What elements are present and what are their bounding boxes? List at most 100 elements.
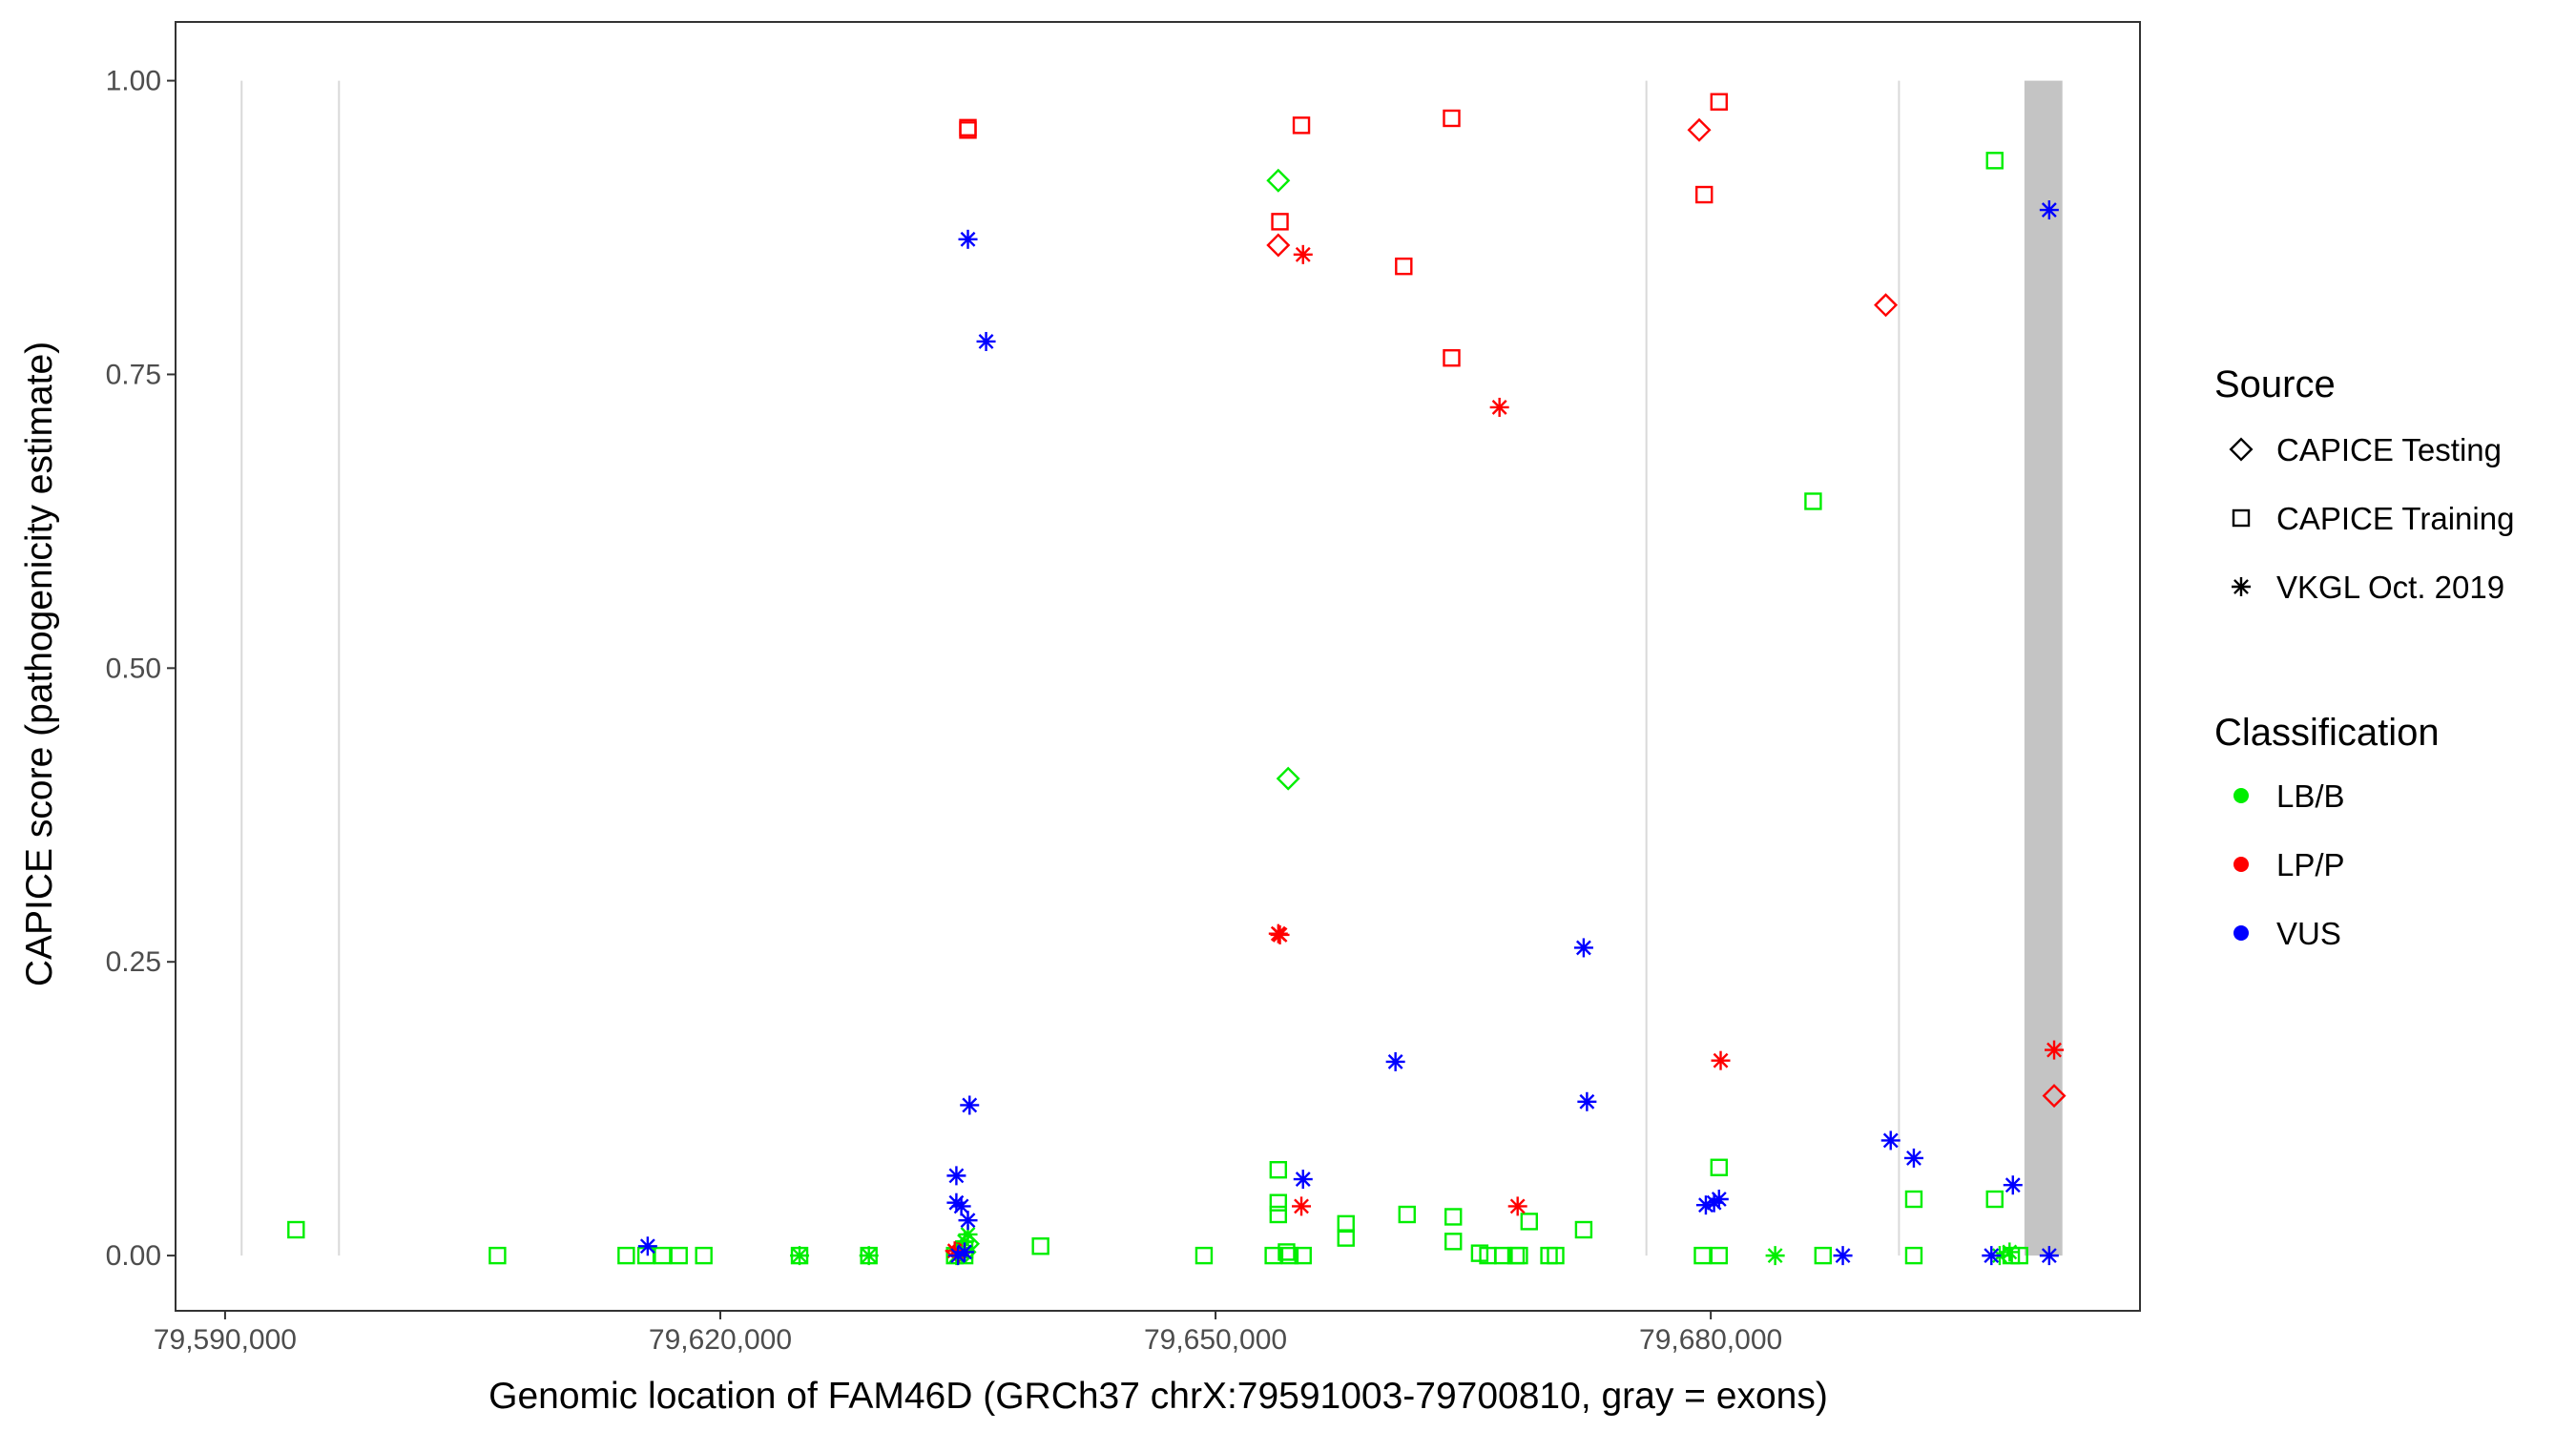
data-point [1711,1050,1731,1070]
data-point [2039,200,2059,220]
data-point [2042,1084,2067,1109]
legend: Source Classification CAPICE Testing CAPI… [2214,363,2514,951]
data-point [1270,924,1290,944]
data-points [287,93,2067,1266]
exon-band [2024,80,2063,1256]
data-point [1278,1243,1296,1261]
x-tick-label: 79,650,000 [1144,1324,1287,1356]
data-point [654,1246,672,1265]
data-point [1266,168,1291,193]
data-point [1577,1091,1597,1111]
data-point [1903,1148,1923,1168]
data-point [1874,293,1899,318]
y-tick-label: 0.00 [106,1240,161,1272]
plot-panel-border [175,21,2141,1312]
data-point [1710,93,1728,111]
legend-source-key [2232,508,2251,528]
data-point [1294,1246,1312,1265]
data-point [790,1246,810,1266]
legend-source-key [2232,577,2251,596]
data-point [1904,1246,1923,1265]
data-point [1489,397,1509,417]
data-point [1982,1246,2002,1266]
legend-source-key [2229,437,2254,462]
data-point [951,1196,971,1216]
data-point [976,331,996,351]
data-point [1385,1051,1405,1071]
legend-classification-label: VUS [2276,916,2341,951]
data-point [1269,1205,1288,1224]
data-point [859,1246,879,1266]
data-point [958,229,978,249]
data-point [1395,257,1413,276]
data-point [1804,492,1822,510]
exon-markers [240,80,2063,1256]
legend-source-label: CAPICE Training [2276,501,2514,536]
data-point [1398,1205,1416,1224]
legend-source-label: VKGL Oct. 2019 [2276,570,2504,605]
data-point [637,1236,657,1256]
data-point [1493,1246,1512,1265]
y-tick-label: 1.00 [106,66,161,97]
data-point [1266,233,1291,258]
data-point [959,121,977,139]
y-axis-title: CAPICE score (pathogenicity estimate) [19,342,60,986]
x-axis-title: Genomic location of FAM46D (GRCh37 chrX:… [488,1376,1828,1417]
y-axis: 0.00 0.25 0.50 0.75 1.00 [106,66,176,1272]
data-point [2003,1175,2023,1195]
data-point [1833,1246,1853,1266]
data-point [1292,1196,1312,1216]
y-tick-label: 0.75 [106,359,161,390]
data-point [1880,1130,1901,1151]
data-point [1687,117,1712,142]
data-point [1709,1190,1729,1210]
data-point [958,1211,978,1231]
data-point [488,1246,507,1265]
data-point [1031,1237,1049,1255]
x-tick-label: 79,620,000 [649,1324,792,1356]
legend-classification-label: LB/B [2276,778,2345,814]
data-point [1195,1246,1214,1265]
data-point [287,1220,305,1239]
data-point [1710,1158,1728,1176]
data-point [670,1246,688,1265]
data-point [1904,1190,1923,1209]
data-point [1693,1246,1712,1265]
data-point [1695,185,1714,204]
data-point [1573,938,1593,958]
data-point [1444,1233,1463,1251]
data-point [695,1246,713,1265]
data-point [1292,116,1311,135]
data-point [1337,1214,1355,1234]
x-tick-label: 79,590,000 [154,1324,297,1356]
data-point [1271,213,1289,231]
data-point [1765,1246,1785,1266]
data-point [1443,349,1461,367]
data-point [1443,109,1461,128]
data-point [1520,1213,1539,1231]
legend-classification-label: LP/P [2276,847,2345,882]
data-point [1547,1246,1565,1265]
data-point [2039,1246,2059,1266]
data-point [1510,1246,1528,1265]
data-point [946,1166,966,1186]
data-point [1269,1193,1288,1212]
legend-classification-key [2233,788,2249,803]
data-point [1293,244,1313,264]
legend-classification-key [2233,925,2249,941]
data-point [1814,1246,1832,1265]
legend-classification-title: Classification [2214,712,2440,754]
data-point [960,1095,980,1115]
data-point [2000,1242,2020,1262]
data-point [1280,1246,1299,1265]
data-point [2045,1040,2065,1060]
legend-classification-key [2233,857,2249,872]
data-point [1337,1229,1355,1247]
data-point [1507,1196,1527,1216]
x-tick-label: 79,680,000 [1639,1324,1782,1356]
data-point [1574,1220,1593,1239]
legend-source-label: CAPICE Testing [2276,432,2502,467]
data-point [617,1246,635,1265]
